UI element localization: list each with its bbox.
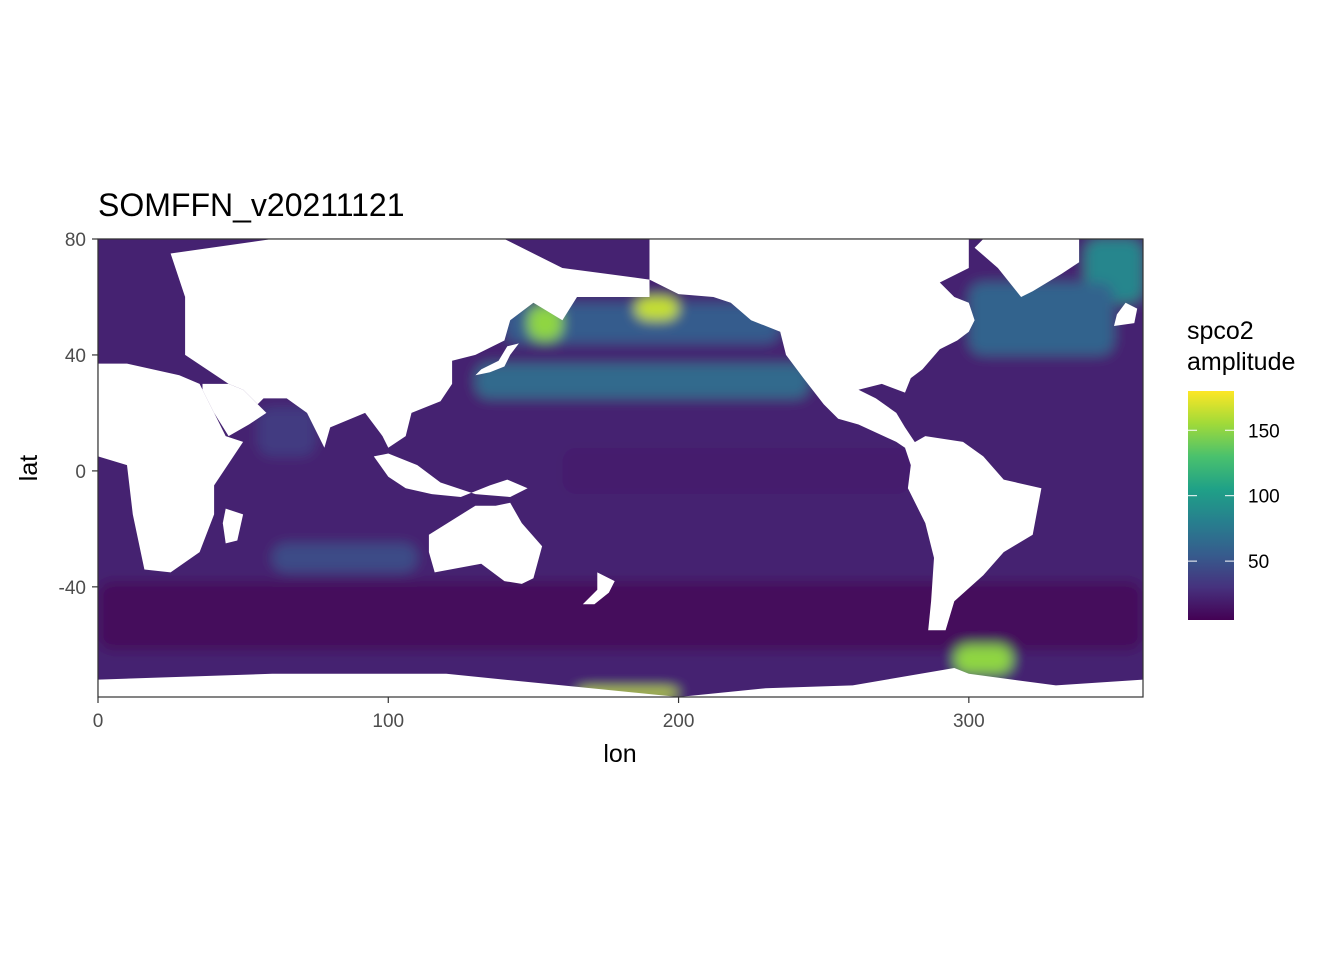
land-madagascar [222,508,244,544]
spco2-field [98,239,1143,697]
chart-title: SOMFFN_v20211121 [98,187,405,223]
x-axis: 0 100 200 300 [93,697,985,732]
x-axis-label: lon [603,740,636,768]
y-tick-label: -40 [59,578,86,599]
y-axis-label: lat [15,455,43,481]
field-feature [257,407,316,457]
land-africa [98,239,244,573]
land-japan [475,343,519,376]
colorbar-tick-label: 50 [1248,552,1269,573]
land-greenland [974,239,1080,297]
colorbar [1188,391,1234,620]
land-n-america [649,239,975,448]
land-arabia [202,383,267,437]
y-tick-label: 0 [75,462,86,483]
x-tick-label: 100 [372,711,404,732]
land-s-america [905,436,1042,631]
x-tick-label: 200 [663,711,695,732]
y-axis: -40 0 40 80 [59,230,98,599]
field-feature [272,543,418,573]
land-indonesia [373,453,528,497]
legend-title-line2: amplitude [1187,348,1295,376]
field-feature [562,447,911,495]
land-australia [428,502,543,584]
colorbar-tick-label: 150 [1248,421,1280,442]
panel-border [97,238,1144,698]
x-tick-label: 300 [953,711,985,732]
land-mask [98,239,1143,697]
colorbar-tick-label: 100 [1248,487,1280,508]
land-eurasia [170,239,650,448]
land-uk [1114,302,1138,326]
field-feature [635,296,679,321]
colorbar-legend: spco2 amplitude 50 100 150 [1187,317,1295,620]
y-tick-label: 40 [65,346,86,367]
land-nz [582,572,615,605]
x-tick-label: 0 [93,711,104,732]
y-tick-label: 80 [65,230,86,251]
field-feature [98,581,1143,651]
field-feature [954,644,1013,674]
legend-title-line1: spco2 [1187,317,1254,345]
field-feature [504,302,781,344]
field-feature [475,363,810,399]
land-antarctica [98,668,1143,697]
field-feature [968,282,1114,355]
